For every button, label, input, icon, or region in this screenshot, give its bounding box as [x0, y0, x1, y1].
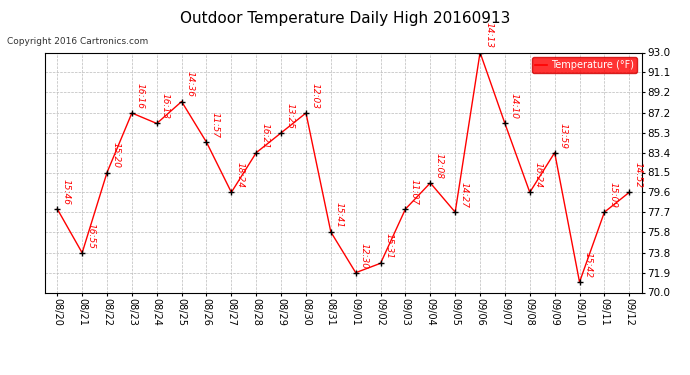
Text: 12:03: 12:03	[310, 83, 319, 109]
Text: 15:42: 15:42	[584, 252, 593, 278]
Text: 16:16: 16:16	[136, 83, 145, 109]
Text: 13:59: 13:59	[559, 123, 568, 148]
Text: 12:30: 12:30	[360, 243, 369, 268]
Text: 11:07: 11:07	[410, 179, 419, 205]
Text: 12:08: 12:08	[435, 153, 444, 179]
Text: 18:24: 18:24	[235, 162, 244, 188]
Text: 16:55: 16:55	[86, 223, 95, 249]
Text: 15:31: 15:31	[385, 233, 394, 259]
Legend: Temperature (°F): Temperature (°F)	[533, 57, 637, 73]
Text: 15:20: 15:20	[111, 142, 120, 168]
Text: 11:57: 11:57	[210, 112, 219, 138]
Text: 16:21: 16:21	[260, 123, 269, 148]
Text: 15:41: 15:41	[335, 202, 344, 228]
Text: 14:10: 14:10	[509, 93, 518, 119]
Text: Outdoor Temperature Daily High 20160913: Outdoor Temperature Daily High 20160913	[180, 11, 510, 26]
Text: 16:24: 16:24	[534, 162, 543, 188]
Text: 14:52: 14:52	[633, 162, 642, 188]
Text: 15:46: 15:46	[61, 179, 70, 205]
Text: 14:27: 14:27	[460, 182, 469, 208]
Text: 16:13: 16:13	[161, 93, 170, 119]
Text: 15:09: 15:09	[609, 182, 618, 208]
Text: 14:13: 14:13	[484, 22, 493, 48]
Text: Copyright 2016 Cartronics.com: Copyright 2016 Cartronics.com	[7, 38, 148, 46]
Text: 14:36: 14:36	[186, 71, 195, 98]
Text: 13:25: 13:25	[285, 103, 294, 129]
